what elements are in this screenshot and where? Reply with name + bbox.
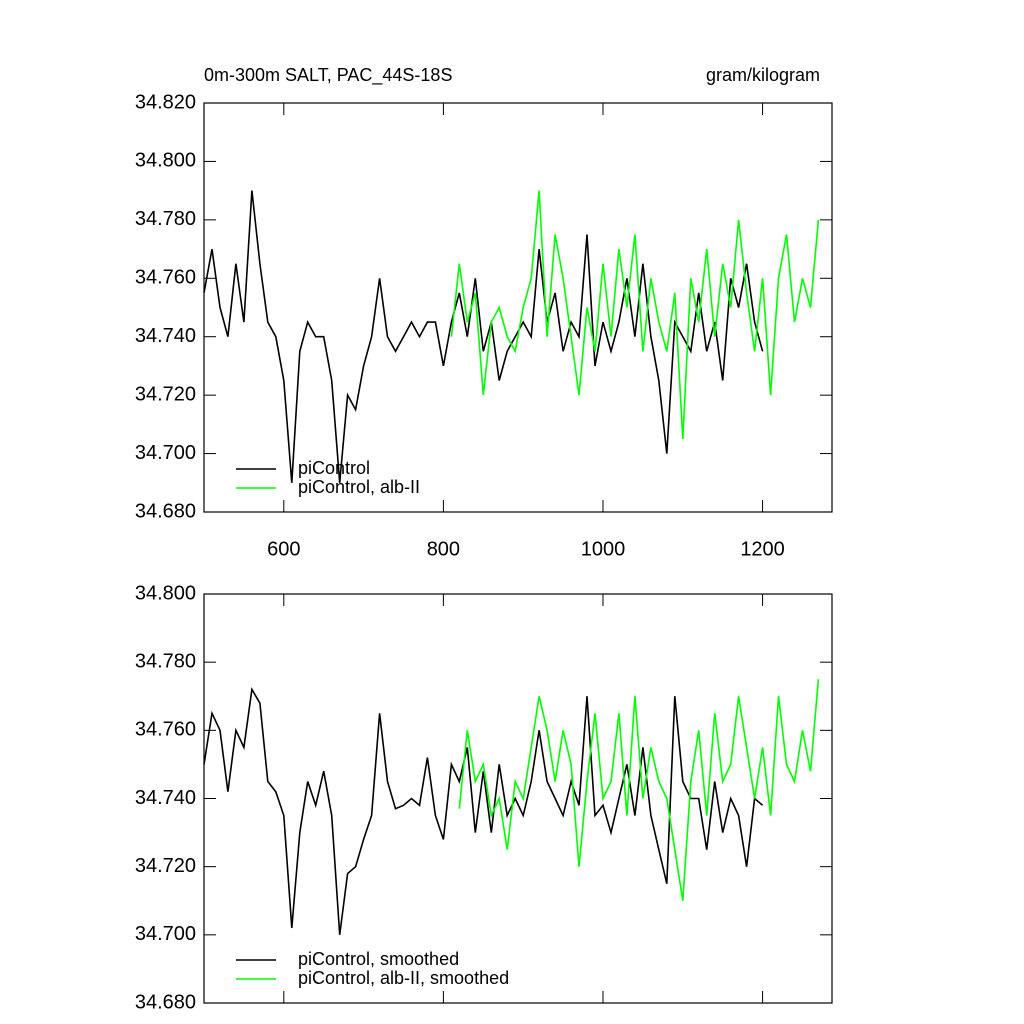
y-tick-label: 34.680 [135,991,196,1013]
legend-label: piControl, smoothed [298,949,459,969]
legend-label: piControl [298,458,370,478]
y-tick-label: 34.740 [135,325,196,347]
plot-frame [203,102,833,513]
legend-label: piControl, alb-II, smoothed [298,968,509,988]
y-tick-label: 34.800 [135,582,196,604]
x-tick-label: 800 [427,538,460,560]
y-tick-label: 34.780 [135,208,196,230]
y-tick-label: 34.780 [135,650,196,672]
y-tick-label: 34.700 [135,442,196,464]
legend-label: piControl, alb-II [298,477,420,497]
plot-frame [203,593,833,1004]
y-tick-label: 34.820 [135,91,196,113]
series-line [203,686,764,935]
y-tick-label: 34.760 [135,719,196,741]
units-label: gram/kilogram [706,65,820,85]
y-tick-label: 34.740 [135,787,196,809]
y-tick-label: 34.800 [135,150,196,172]
y-tick-label: 34.700 [135,923,196,945]
series-line [450,190,820,440]
series-line [458,679,820,901]
y-tick-label: 34.680 [135,500,196,522]
x-tick-label: 1000 [581,538,626,560]
x-tick-label: 1200 [740,538,785,560]
chart-title: 0m-300m SALT, PAC_44S-18S [204,65,452,86]
y-tick-label: 34.720 [135,855,196,877]
y-tick-label: 34.760 [135,267,196,289]
y-tick-label: 34.720 [135,383,196,405]
series-line [203,190,764,483]
x-tick-label: 600 [267,538,300,560]
